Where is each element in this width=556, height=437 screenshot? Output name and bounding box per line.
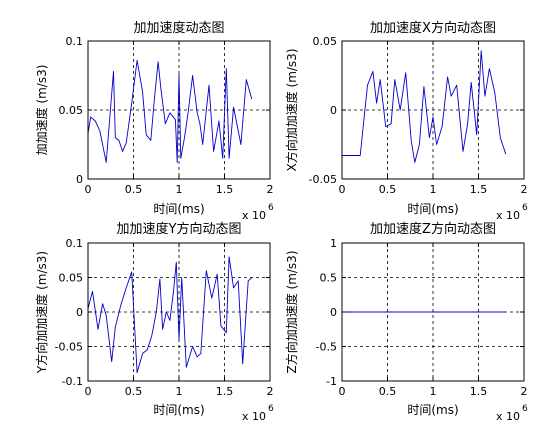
chart-title: 加加速度Y方向动态图 bbox=[117, 221, 242, 237]
x-exponent-power: 6 bbox=[268, 203, 274, 213]
subplot-jerk: 加加速度动态图 时间(ms) 加加速度 (m/s3) x 10 6 0 0.5 1 1… bbox=[34, 20, 274, 222]
chart-title: 加加速度X方向动态图 bbox=[370, 20, 496, 36]
x-tick-label: 1 bbox=[430, 183, 437, 196]
x-tick-label: 0 bbox=[339, 183, 346, 196]
x-axis-label: 时间(ms) bbox=[407, 202, 458, 216]
x-exponent-label: x 10 bbox=[496, 209, 520, 222]
x-tick-label: 2 bbox=[267, 385, 274, 398]
x-exponent-label: x 10 bbox=[242, 410, 266, 423]
x-exponent-label: x 10 bbox=[496, 410, 520, 423]
y-tick-label: -0.5 bbox=[316, 341, 337, 354]
x-tick-label: 2 bbox=[267, 183, 274, 196]
series-line bbox=[87, 256, 253, 374]
x-tick-label: 1.5 bbox=[470, 183, 488, 196]
y-axis-label: 加加速度 (m/s3) bbox=[34, 65, 49, 156]
x-tick-label: 1 bbox=[176, 385, 183, 398]
y-tick-label: 0.05 bbox=[59, 104, 84, 117]
x-exponent-power: 6 bbox=[268, 404, 274, 414]
x-tick-label: 1 bbox=[176, 183, 183, 196]
x-tick-label: 0 bbox=[85, 183, 92, 196]
series-line bbox=[342, 50, 507, 163]
subplot-jerk-x: 加加速度X方向动态图 时间(ms) X方向加加速度 (m/s3) x 10 6 … bbox=[284, 20, 528, 222]
x-tick-label: 1.5 bbox=[470, 385, 488, 398]
x-tick-label: 1 bbox=[430, 385, 437, 398]
subplot-jerk-y: 加加速度Y方向动态图 时间(ms) Y方向加加速度 (m/s3) x 10 6 … bbox=[34, 221, 274, 423]
y-axis-label: X方向加加速度 (m/s3) bbox=[284, 48, 299, 171]
x-axis-label: 时间(ms) bbox=[407, 403, 458, 417]
y-tick-label: 0 bbox=[76, 173, 83, 186]
x-tick-label: 0.5 bbox=[379, 385, 397, 398]
x-axis-label: 时间(ms) bbox=[153, 403, 204, 417]
y-tick-label: 0 bbox=[76, 306, 83, 319]
series-line bbox=[87, 59, 253, 163]
x-exponent-label: x 10 bbox=[242, 209, 266, 222]
x-exponent-power: 6 bbox=[522, 404, 528, 414]
subplot-jerk-z: 加加速度Z方向动态图 时间(ms) Z方向加加速度 (m/s3) x 10 6 … bbox=[284, 221, 528, 423]
y-tick-label: 0.1 bbox=[66, 35, 84, 48]
y-tick-label: -0.05 bbox=[55, 341, 83, 354]
y-tick-label: 0 bbox=[330, 306, 337, 319]
x-tick-label: 1.5 bbox=[216, 183, 234, 196]
x-exponent-power: 6 bbox=[522, 203, 528, 213]
x-tick-label: 0 bbox=[339, 385, 346, 398]
y-tick-label: -0.05 bbox=[309, 173, 337, 186]
y-tick-label: 0.05 bbox=[313, 35, 338, 48]
y-tick-label: 0 bbox=[330, 104, 337, 117]
y-tick-label: 0.5 bbox=[320, 272, 338, 285]
chart-title: 加加速度动态图 bbox=[133, 20, 224, 36]
x-tick-label: 1.5 bbox=[216, 385, 234, 398]
x-tick-label: 0.5 bbox=[125, 183, 143, 196]
y-tick-label: 0.05 bbox=[59, 272, 84, 285]
y-tick-label: -1 bbox=[326, 375, 337, 388]
x-tick-label: 0 bbox=[85, 385, 92, 398]
y-axis-label: Y方向加加速度 (m/s3) bbox=[34, 251, 49, 374]
x-axis-label: 时间(ms) bbox=[153, 202, 204, 216]
y-axis-label: Z方向加加速度 (m/s3) bbox=[284, 250, 299, 373]
x-tick-label: 2 bbox=[521, 385, 528, 398]
y-tick-label: -0.1 bbox=[62, 375, 83, 388]
x-tick-label: 0.5 bbox=[125, 385, 143, 398]
y-tick-label: 1 bbox=[330, 237, 337, 250]
y-tick-label: 0.1 bbox=[66, 237, 84, 250]
chart-title: 加加速度Z方向动态图 bbox=[370, 221, 496, 237]
x-tick-label: 0.5 bbox=[379, 183, 397, 196]
x-tick-label: 2 bbox=[521, 183, 528, 196]
